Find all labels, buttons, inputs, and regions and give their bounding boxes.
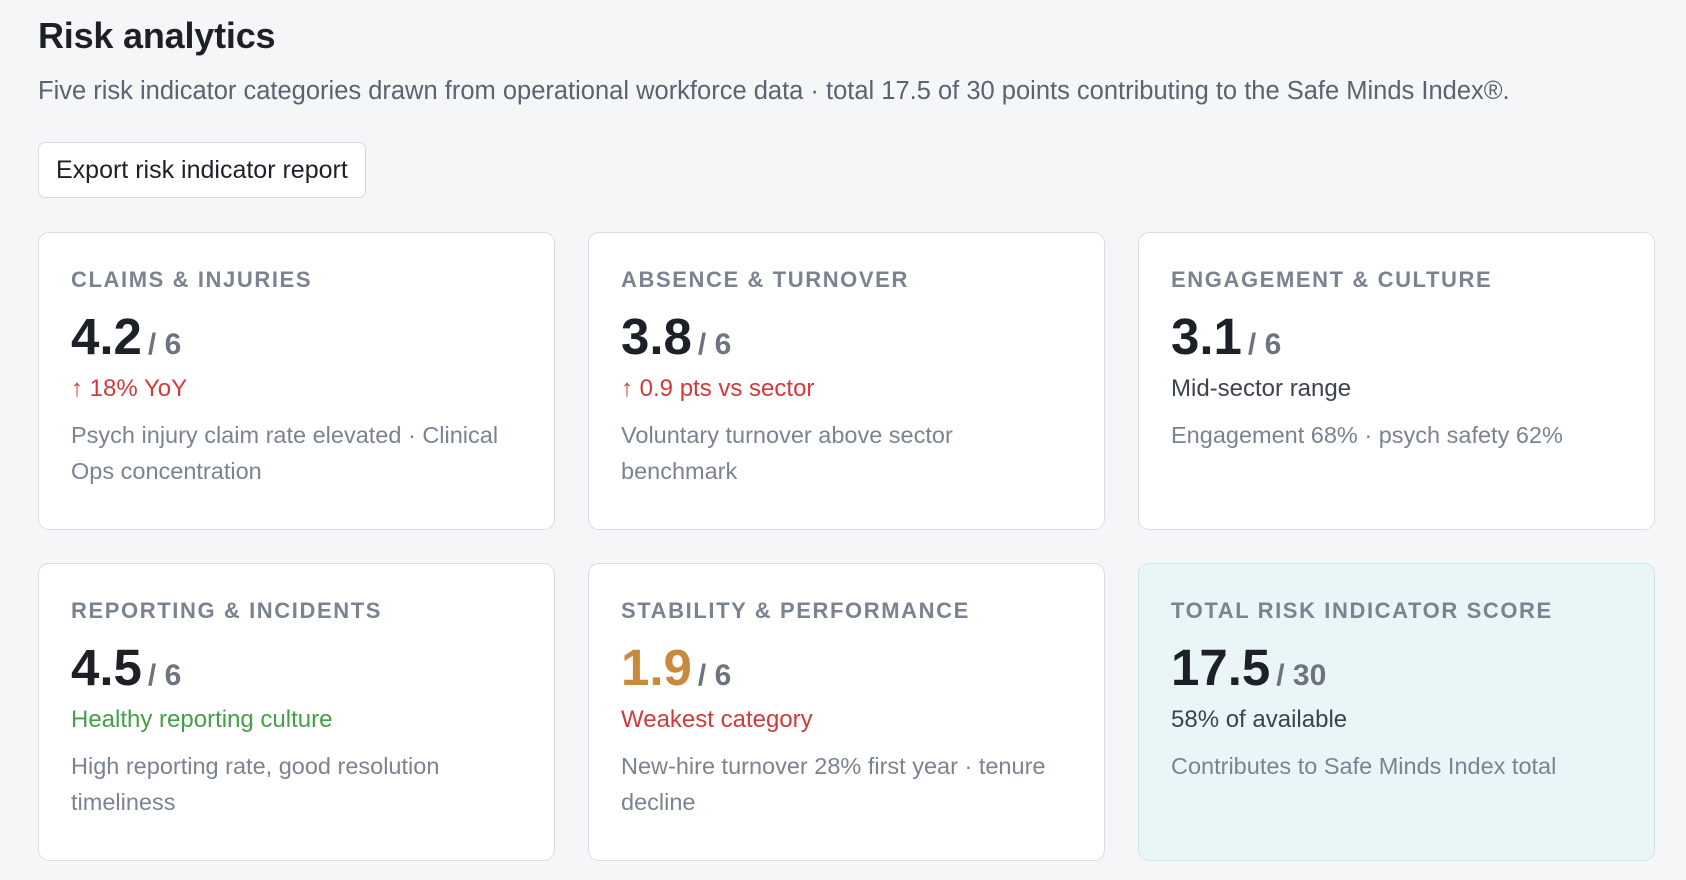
- card-status: ↑ 18% YoY: [71, 375, 188, 402]
- card-score: 17.5: [1171, 639, 1271, 696]
- risk-category-grid: CLAIMS & INJURIES 4.2/ 6 ↑ 18% YoY Psych…: [38, 232, 1655, 861]
- export-report-button[interactable]: Export risk indicator report: [38, 142, 366, 198]
- card-reporting-incidents: REPORTING & INCIDENTS 4.5/ 6 Healthy rep…: [38, 563, 555, 861]
- card-description: High reporting rate, good resolution tim…: [71, 753, 440, 815]
- card-status: Healthy reporting culture: [71, 706, 333, 733]
- card-label: ENGAGEMENT & CULTURE: [1171, 267, 1493, 292]
- card-score: 4.2: [71, 308, 142, 365]
- card-score: 1.9: [621, 639, 692, 696]
- card-total-risk-score: TOTAL RISK INDICATOR SCORE 17.5/ 30 58% …: [1138, 563, 1655, 861]
- card-absence-turnover: ABSENCE & TURNOVER 3.8/ 6 ↑ 0.9 pts vs s…: [588, 232, 1105, 530]
- page-subtitle: Five risk indicator categories drawn fro…: [38, 77, 1510, 105]
- card-score: 3.8: [621, 308, 692, 365]
- card-label: STABILITY & PERFORMANCE: [621, 598, 970, 623]
- card-status: Mid-sector range: [1171, 375, 1352, 402]
- card-label: REPORTING & INCIDENTS: [71, 598, 383, 623]
- card-stability-performance: STABILITY & PERFORMANCE 1.9/ 6 Weakest c…: [588, 563, 1105, 861]
- card-status: Weakest category: [621, 706, 813, 733]
- card-engagement-culture: ENGAGEMENT & CULTURE 3.1/ 6 Mid-sector r…: [1138, 232, 1655, 530]
- card-label: ABSENCE & TURNOVER: [621, 267, 909, 292]
- card-score: 4.5: [71, 639, 142, 696]
- card-status: ↑ 0.9 pts vs sector: [621, 375, 815, 402]
- card-score: 3.1: [1171, 308, 1242, 365]
- card-score-max: / 30: [1276, 659, 1327, 692]
- score-row: 3.8/ 6: [621, 307, 1072, 367]
- card-score-max: / 6: [697, 659, 732, 692]
- score-row: 17.5/ 30: [1171, 638, 1622, 698]
- card-description: Engagement 68% · psych safety 62%: [1171, 422, 1563, 448]
- card-score-max: / 6: [147, 328, 182, 361]
- score-row: 4.2/ 6: [71, 307, 522, 367]
- card-claims-injuries: CLAIMS & INJURIES 4.2/ 6 ↑ 18% YoY Psych…: [38, 232, 555, 530]
- card-status: 58% of available: [1171, 706, 1348, 733]
- score-row: 4.5/ 6: [71, 638, 522, 698]
- card-score-max: / 6: [1247, 328, 1282, 361]
- card-score-max: / 6: [697, 328, 732, 361]
- score-row: 3.1/ 6: [1171, 307, 1622, 367]
- card-description: Contributes to Safe Minds Index total: [1171, 753, 1557, 779]
- card-score-max: / 6: [147, 659, 182, 692]
- page-title: Risk analytics: [38, 15, 276, 56]
- card-label: TOTAL RISK INDICATOR SCORE: [1171, 598, 1553, 623]
- card-description: Psych injury claim rate elevated · Clini…: [71, 422, 499, 484]
- card-description: Voluntary turnover above sector benchmar…: [621, 422, 953, 484]
- score-row: 1.9/ 6: [621, 638, 1072, 698]
- card-description: New-hire turnover 28% first year · tenur…: [621, 753, 1046, 815]
- card-label: CLAIMS & INJURIES: [71, 267, 313, 292]
